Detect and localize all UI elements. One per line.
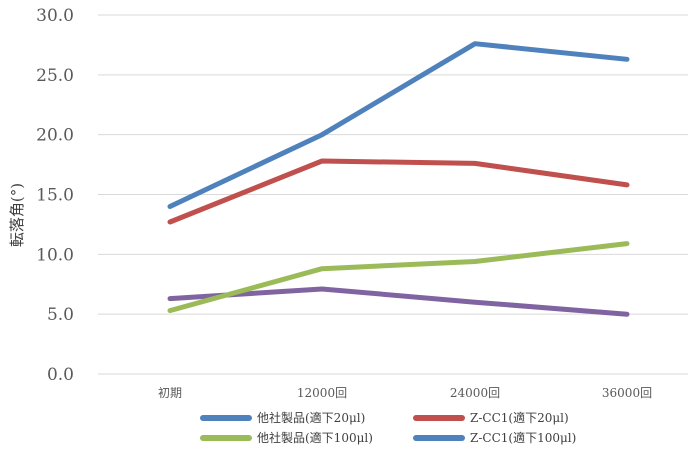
series-line: [170, 161, 627, 222]
y-tick-label: 5.0: [47, 305, 74, 325]
x-tick-label: 36000回: [602, 386, 652, 400]
x-tick-label: 12000回: [297, 386, 347, 400]
gridlines: [98, 15, 688, 374]
y-tick-label: 30.0: [36, 6, 74, 26]
y-axis-ticks: 0.0 5.0 10.0 15.0 20.0 25.0 30.0: [36, 6, 74, 385]
x-tick-label: 初期: [158, 386, 182, 400]
x-axis-ticks: 初期 12000回 24000回 36000回: [158, 386, 652, 400]
y-tick-label: 10.0: [36, 245, 74, 265]
legend-label: Z-CC1(適下100μl): [470, 430, 576, 445]
x-tick-label: 24000回: [450, 386, 500, 400]
y-tick-label: 15.0: [36, 186, 74, 206]
series-line: [170, 244, 627, 311]
y-axis-label: 転落角(°): [8, 183, 26, 247]
y-tick-label: 0.0: [47, 365, 74, 385]
legend-label: 他社製品(適下20μl): [257, 410, 365, 425]
legend-label: 他社製品(適下100μl): [257, 430, 373, 445]
legend-label: Z-CC1(適下20μl): [470, 410, 569, 425]
series-line: [170, 44, 627, 207]
y-tick-label: 25.0: [36, 66, 74, 86]
legend: 他社製品(適下20μl) Z-CC1(適下20μl) 他社製品(適下100μl) Z-…: [203, 410, 576, 445]
series-lines: [170, 44, 627, 315]
y-tick-label: 20.0: [36, 126, 74, 146]
